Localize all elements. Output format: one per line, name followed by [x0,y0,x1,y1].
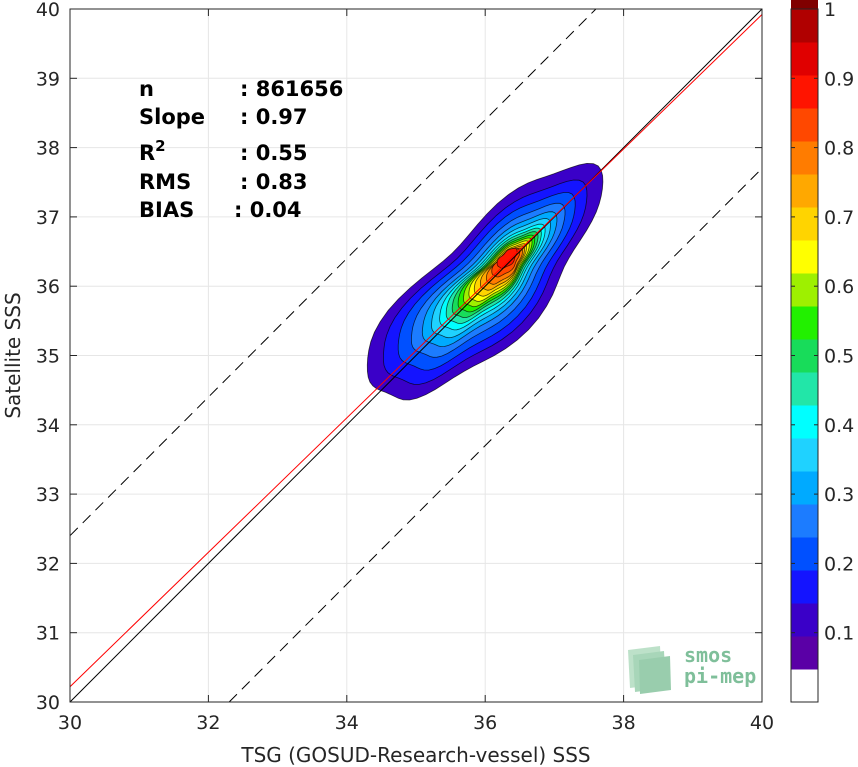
colorbar-segment [791,306,818,340]
colorbar-tick-label: 0.6 [824,276,854,298]
colorbar-tick-label: 0.7 [824,207,854,229]
colorbar-tick-label: 0.4 [824,415,854,437]
y-tick-label: 32 [36,553,60,575]
x-tick-label: 30 [58,712,82,734]
upper-bound-line [69,8,597,537]
y-tick-label: 39 [36,68,60,90]
y-tick-label: 33 [36,484,60,506]
stat-value: : 0.97 [240,105,308,129]
colorbar-tick-label: 0.2 [824,553,854,575]
y-tick-label: 30 [36,692,60,714]
y-axis-label: Satellite SSS [1,292,25,418]
colorbar-segment [791,0,818,10]
logo-mark-icon [628,646,671,694]
colorbar-segment [791,108,818,142]
reference-lines [69,8,763,703]
stat-label: Slope [139,105,205,129]
colorbar-segment [791,636,818,670]
stat-value: : 861656 [240,77,343,101]
x-tick-label: 32 [196,712,220,734]
statistics-annotation: n : 861656 Slope : 0.97 R2 : 0.55 RMS : 0.83 BIA… [139,77,343,222]
y-tick-label: 37 [36,207,60,229]
colorbar-segment [791,570,818,604]
colorbar-segment [791,504,818,538]
colorbar-segment [791,372,818,406]
stat-value: : 0.04 [234,198,302,222]
colorbar-segment [791,75,818,109]
y-tick-label: 35 [36,346,60,368]
colorbar-segment [791,669,818,703]
colorbar-segment [791,405,818,439]
colorbar-tick-label: 0.5 [824,346,854,368]
colorbar-segment [791,207,818,241]
colorbar-segment [791,174,818,208]
x-tick-label: 34 [335,712,359,734]
regression-line [69,14,763,688]
stat-value: : 0.83 [240,170,308,194]
colorbar-segment [791,438,818,472]
x-axis-ticks: 30 32 34 36 38 40 [58,9,774,734]
y-tick-label: 31 [36,623,60,645]
colorbar-segment [791,537,818,571]
colorbar-tick-label: 0.8 [824,138,854,160]
y-tick-label: 34 [36,415,60,437]
colorbar-segment [791,9,818,43]
y-tick-label: 38 [36,138,60,160]
colorbar-segment [791,603,818,637]
smos-pi-mep-logo: smos pi-mep [628,643,756,694]
density-contour-0.85 [496,247,518,269]
stat-label: BIAS [139,198,194,222]
stat-value: : 0.55 [240,141,308,165]
x-tick-label: 36 [473,712,497,734]
stat-label: RMS [139,170,191,194]
colorbar-tick-label: 1 [824,0,836,21]
colorbar-tick-label: 0.1 [824,623,854,645]
y-axis-ticks: 30 31 32 33 34 35 36 37 38 39 40 [36,0,762,714]
y-tick-label: 40 [36,0,60,21]
logo-text-line2: pi-mep [684,664,756,688]
stat-label: R2 [139,137,166,165]
stat-label: n [139,77,154,101]
colorbar-segment [791,339,818,373]
colorbar: 0.1 0.2 0.3 0.4 0.5 0.6 0.7 0.8 0.9 1 [790,0,854,703]
colorbar-segment [791,42,818,76]
colorbar-tick-label: 0.9 [824,68,854,90]
logo-text-line1: smos [684,643,732,667]
colorbar-segment [791,240,818,274]
colorbar-segment [791,273,818,307]
x-tick-label: 38 [612,712,636,734]
x-tick-label: 40 [750,712,774,734]
y-tick-label: 36 [36,276,60,298]
identity-line [69,8,763,703]
colorbar-segment [791,141,818,175]
colorbar-segment [791,471,818,505]
x-axis-label: TSG (GOSUD-Research-vessel) SSS [240,743,590,767]
colorbar-tick-label: 0.3 [824,484,854,506]
